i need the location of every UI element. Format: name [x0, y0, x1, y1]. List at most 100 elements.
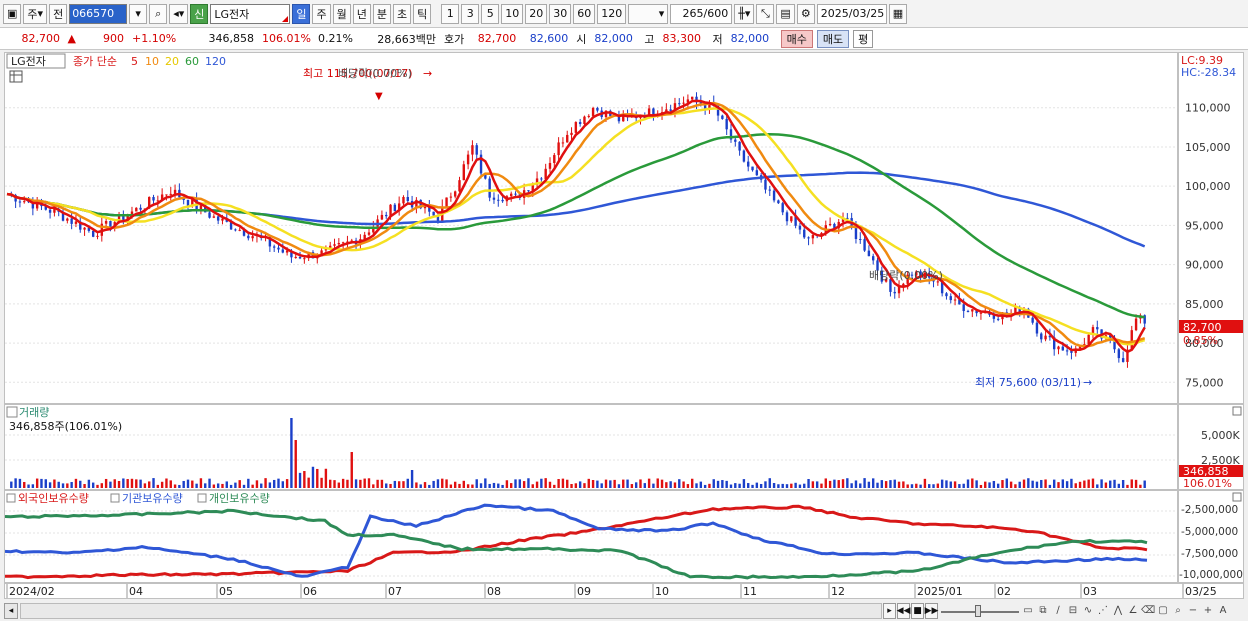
zoom-out-icon[interactable]: − — [1188, 605, 1198, 616]
line-tool-icon[interactable]: ∕ — [1056, 605, 1060, 616]
candle-body — [488, 178, 491, 198]
volume-bar — [23, 481, 26, 488]
speaker-icon[interactable]: ◂▾ — [169, 3, 189, 24]
volume-bar — [359, 479, 362, 488]
volume-bar — [229, 484, 233, 488]
interval-3-button[interactable]: 3 — [461, 3, 480, 24]
zoom-in-icon[interactable]: + — [1203, 605, 1213, 616]
interval-10-button[interactable]: 10 — [501, 3, 524, 24]
wave-tool-icon[interactable]: ⋀ — [1113, 605, 1123, 616]
legend-ma60[interactable]: 60 — [185, 55, 199, 68]
scroll-track[interactable] — [20, 602, 882, 619]
zoom-thumb[interactable] — [975, 604, 981, 617]
volume-bar — [777, 484, 780, 488]
interval-120-button[interactable]: 120 — [597, 3, 627, 24]
code-dropdown-icon[interactable]: ▾ — [129, 3, 148, 24]
price-axis[interactable]: LC:9.39 HC:-28.34 110,000 105,000 100,000 9… — [1178, 52, 1244, 404]
interval-30-button[interactable]: 30 — [549, 3, 572, 24]
holdings-chart-panel[interactable]: 외국인보유수량 기관보유수량 개인보유수량 — [4, 490, 1178, 583]
foreign-legend-icon[interactable] — [6, 493, 16, 503]
legend-prefix[interactable]: 종가 단순 — [73, 55, 117, 68]
volume-chart-panel[interactable]: 거래량 346,858주(106.01%) — [4, 404, 1178, 490]
interval-1-button[interactable]: 1 — [441, 3, 460, 24]
ma10-line — [6, 101, 1146, 348]
market-type-select[interactable]: 주 ▾ — [23, 3, 48, 24]
data-count-box[interactable]: 265/600 — [670, 3, 733, 24]
candle-body — [622, 113, 625, 122]
candle-body — [527, 190, 530, 192]
data-table-icon[interactable] — [9, 70, 23, 83]
foreign-legend[interactable]: 외국인보유수량 — [18, 492, 89, 505]
trend-tool-icon[interactable]: ∿ — [1083, 605, 1093, 616]
candle-body — [647, 108, 651, 119]
volume-collapse-icon[interactable] — [6, 406, 18, 418]
volume-chart-svg[interactable]: 거래량 346,858주(106.01%) — [5, 405, 1177, 489]
first-page-button[interactable]: ◀◀ — [897, 602, 910, 619]
window-menu-icon[interactable]: ▣ — [3, 3, 22, 24]
institution-legend[interactable]: 기관보유수량 — [122, 492, 183, 505]
save-icon[interactable]: ▤ — [776, 3, 795, 24]
volume-bar — [1022, 479, 1026, 488]
interval-20-button[interactable]: 20 — [525, 3, 548, 24]
gear-icon[interactable]: ⚙ — [796, 3, 815, 24]
interval-5-button[interactable]: 5 — [481, 3, 500, 24]
fibo-tool-icon[interactable]: ⊟ — [1068, 605, 1078, 616]
volume-axis[interactable]: 5,000K 2,500K 346,858 106.01% — [1178, 404, 1244, 490]
stock-label-box[interactable] — [6, 53, 66, 69]
legend-ma10[interactable]: 10 — [145, 55, 159, 68]
period-year-button[interactable]: 년 — [352, 3, 371, 24]
scroll-left-button[interactable]: ◂ — [4, 602, 18, 619]
shin-button[interactable]: 신 — [190, 3, 209, 24]
crosshair-icon[interactable]: ▭ — [1023, 605, 1033, 616]
average-button[interactable]: 평 — [853, 29, 874, 48]
market-type2-select[interactable]: 전 — [49, 3, 68, 24]
volume-bar — [1048, 484, 1052, 488]
period-month-button[interactable]: 월 — [332, 3, 351, 24]
holdings-close-icon[interactable] — [1232, 492, 1242, 502]
period-minute-button[interactable]: 분 — [372, 3, 391, 24]
volume-bar — [902, 481, 905, 488]
font-size-icon[interactable]: A — [1219, 605, 1227, 616]
legend-ma5[interactable]: 5 — [131, 55, 138, 68]
volume-bar — [716, 480, 720, 488]
individual-legend-icon[interactable] — [197, 493, 207, 503]
search-zoom-icon[interactable]: ⌕ — [1175, 605, 1181, 616]
legend-ma20[interactable]: 20 — [165, 55, 179, 68]
candle-body — [889, 279, 892, 292]
angle-tool-icon[interactable]: ∠ — [1128, 605, 1138, 616]
period-tick-button[interactable]: 틱 — [413, 3, 432, 24]
channel-tool-icon[interactable]: ⋰ — [1098, 605, 1108, 616]
overlay-icon[interactable]: ⧉ — [1039, 605, 1047, 616]
scroll-right-button[interactable]: ▸ — [883, 602, 896, 619]
screen-icon[interactable]: ▢ — [1158, 605, 1168, 616]
holdings-axis[interactable]: -2,500,000 -5,000,000 -7,500,000 -10,000… — [1178, 490, 1244, 583]
price-chart-svg[interactable]: LG전자 종가 단순 5 10 20 60 120 최고 115,700(07/… — [5, 53, 1177, 403]
buy-button[interactable]: 매수 — [780, 29, 813, 48]
interval-custom-select[interactable]: ▾ — [628, 3, 669, 24]
candle-type-icon[interactable]: ╫▾ — [734, 3, 755, 24]
search-icon[interactable]: ⌕ — [149, 3, 168, 24]
candle-body — [596, 107, 599, 111]
holdings-chart-svg[interactable]: 외국인보유수량 기관보유수량 개인보유수량 — [4, 491, 1177, 582]
price-chart-panel[interactable]: LG전자 종가 단순 5 10 20 60 120 최고 115,700(07/… — [4, 52, 1178, 404]
stop-button[interactable]: ■ — [911, 602, 924, 619]
date-input[interactable]: 2025/03/25 — [816, 3, 887, 24]
last-page-button[interactable]: ▶▶ — [925, 602, 938, 619]
candle-body — [721, 115, 724, 119]
stock-name-box[interactable]: LG전자 — [210, 3, 291, 24]
period-day-button[interactable]: 일 — [292, 3, 311, 24]
zoom-slider[interactable] — [941, 603, 1019, 619]
stock-code-input[interactable] — [69, 3, 128, 24]
draw-tool-icon[interactable]: ⤡ — [756, 3, 775, 24]
interval-60-button[interactable]: 60 — [573, 3, 596, 24]
period-second-button[interactable]: 초 — [392, 3, 412, 24]
period-week-button[interactable]: 주 — [312, 3, 331, 24]
individual-legend[interactable]: 개인보유수량 — [209, 492, 270, 505]
legend-ma120[interactable]: 120 — [205, 55, 226, 68]
volume-close-icon[interactable] — [1232, 406, 1242, 416]
institution-legend-icon[interactable] — [110, 493, 120, 503]
calendar-icon[interactable]: ▦ — [888, 3, 908, 24]
volume-bar — [100, 483, 104, 488]
erase-tool-icon[interactable]: ⌫ — [1140, 605, 1156, 616]
sell-button[interactable]: 매도 — [816, 29, 850, 48]
